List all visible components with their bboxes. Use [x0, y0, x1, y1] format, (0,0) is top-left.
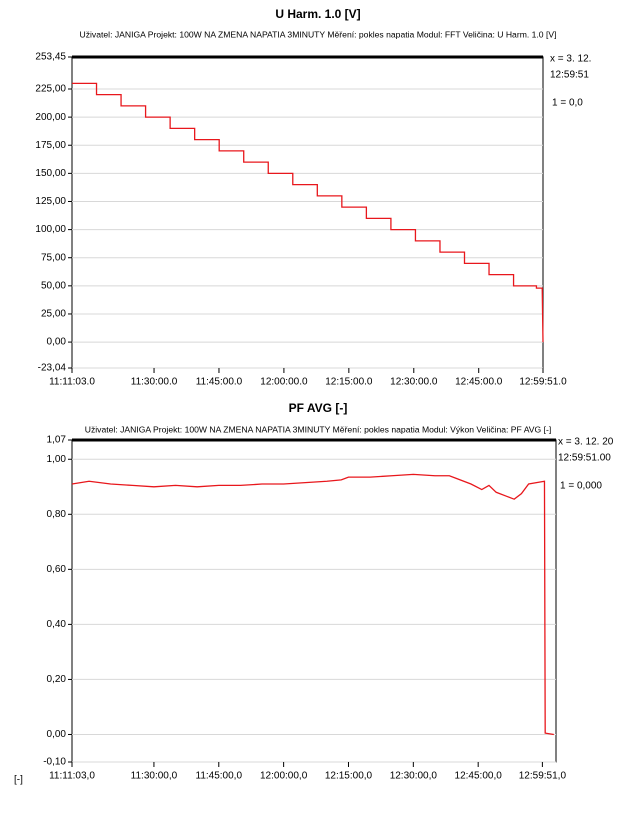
x-tick-label: 12:30:00.0 — [390, 377, 438, 388]
x-tick-label: 12:59:51.0 — [519, 377, 567, 388]
y-tick-label: -23,04 — [38, 363, 67, 374]
x-tick-label: 12:15:00.0 — [325, 377, 373, 388]
y-tick-label: 125,00 — [35, 196, 66, 207]
x-tick-label: 11:30:00,0 — [131, 771, 178, 782]
y-tick-label: 253,45 — [35, 52, 66, 63]
cursor-label: 12:59:51 — [550, 70, 589, 81]
x-tick-label: 12:45:00,0 — [455, 771, 503, 782]
x-tick-label: 11:11:03,0 — [49, 771, 95, 782]
x-tick-label: 11:45:00,0 — [196, 771, 243, 782]
y-tick-label: 150,00 — [35, 168, 66, 179]
cursor-value: 1 = 0,0 — [552, 98, 583, 109]
y-tick-label: 100,00 — [35, 224, 66, 235]
x-tick-label: 11:30:00.0 — [131, 377, 178, 388]
chart-subtitle: Uživatel: JANIGA Projekt: 100W NA ZMENA … — [80, 29, 557, 39]
x-tick-label: 12:15:00,0 — [325, 771, 373, 782]
chart-title: PF AVG [-] — [289, 401, 348, 415]
data-line — [72, 82, 544, 343]
y-tick-label: 25,00 — [41, 309, 66, 320]
x-tick-label: 12:30:00,0 — [390, 771, 438, 782]
y-tick-label: 1,07 — [47, 435, 67, 446]
x-tick-label: 12:45:00.0 — [455, 377, 503, 388]
x-tick-label: 12:59:51,0 — [519, 771, 567, 782]
y-tick-label: 0,20 — [47, 674, 67, 685]
cursor-label: 12:59:51.00 — [558, 453, 611, 464]
y-tick-label: 0,40 — [47, 619, 67, 630]
y-tick-label: 50,00 — [41, 280, 66, 291]
x-tick-label: 11:11:03.0 — [49, 377, 95, 388]
plot-area — [71, 439, 557, 763]
x-tick-label: 11:45:00.0 — [196, 377, 243, 388]
x-tick-label: 12:00:00,0 — [260, 771, 308, 782]
y-tick-label: 200,00 — [35, 112, 66, 123]
chart-subtitle: Uživatel: JANIGA Projekt: 100W NA ZMENA … — [85, 424, 551, 434]
y-tick-label: 0,00 — [47, 729, 67, 740]
cursor-value: 1 = 0,000 — [560, 481, 602, 492]
y-tick-label: 0,00 — [47, 337, 67, 348]
y-tick-label: 175,00 — [35, 140, 66, 151]
y-unit: [-] — [14, 775, 23, 786]
y-tick-label: 0,60 — [47, 564, 67, 575]
data-line — [71, 473, 554, 736]
cursor-label: x = 3. 12. — [550, 54, 591, 65]
cursor-label: x = 3. 12. 20 — [558, 437, 614, 448]
plot-area — [71, 56, 544, 369]
chart-title: U Harm. 1.0 [V] — [275, 7, 360, 21]
x-tick-label: 12:00:00.0 — [260, 377, 308, 388]
y-tick-label: 225,00 — [35, 84, 66, 95]
y-tick-label: 0,80 — [47, 509, 67, 520]
y-tick-label: -0,10 — [43, 757, 66, 768]
y-tick-label: 1,00 — [47, 454, 67, 465]
y-tick-label: 75,00 — [41, 252, 66, 263]
